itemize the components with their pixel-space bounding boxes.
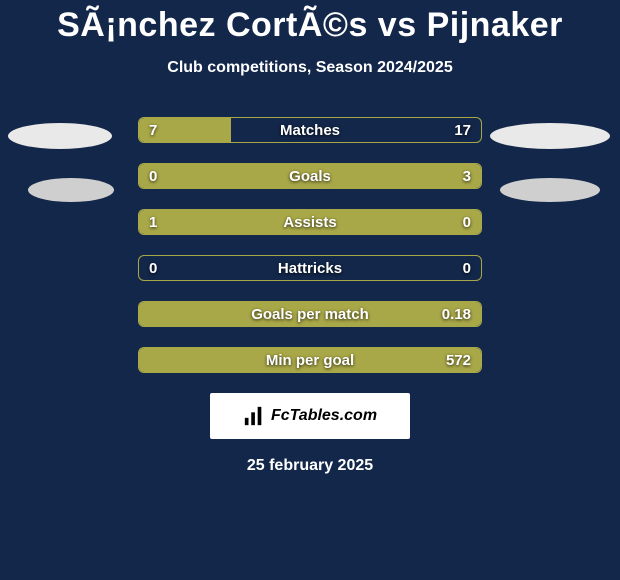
- player-avatar-left-1: [8, 123, 112, 149]
- stat-row: 7 Matches 17: [138, 117, 482, 143]
- player-avatar-right-2: [500, 178, 600, 202]
- stat-label: Hattricks: [139, 256, 481, 280]
- brand-logo[interactable]: FcTables.com: [210, 393, 410, 439]
- stat-rows: 7 Matches 17 0 Goals 3 1 Assists 0 0 Hat…: [138, 117, 482, 373]
- date-label: 25 february 2025: [0, 457, 620, 475]
- stat-row: 0 Goals 3: [138, 163, 482, 189]
- stat-label: Goals: [139, 164, 481, 188]
- subtitle: Club competitions, Season 2024/2025: [0, 59, 620, 77]
- page-title: SÃ¡nchez CortÃ©s vs Pijnaker: [0, 0, 620, 45]
- stat-row: Min per goal 572: [138, 347, 482, 373]
- stat-row: 1 Assists 0: [138, 209, 482, 235]
- stat-right-value: 0.18: [442, 302, 471, 326]
- stat-right-value: 17: [454, 118, 471, 142]
- stat-label: Matches: [139, 118, 481, 142]
- stat-label: Assists: [139, 210, 481, 234]
- stat-right-value: 572: [446, 348, 471, 372]
- bar-chart-icon: [243, 405, 265, 427]
- stat-right-value: 0: [463, 210, 471, 234]
- player-avatar-left-2: [28, 178, 114, 202]
- stat-row: 0 Hattricks 0: [138, 255, 482, 281]
- stat-label: Min per goal: [139, 348, 481, 372]
- stat-right-value: 0: [463, 256, 471, 280]
- player-avatar-right-1: [490, 123, 610, 149]
- stat-row: Goals per match 0.18: [138, 301, 482, 327]
- stat-right-value: 3: [463, 164, 471, 188]
- stat-label: Goals per match: [139, 302, 481, 326]
- brand-text: FcTables.com: [271, 407, 377, 425]
